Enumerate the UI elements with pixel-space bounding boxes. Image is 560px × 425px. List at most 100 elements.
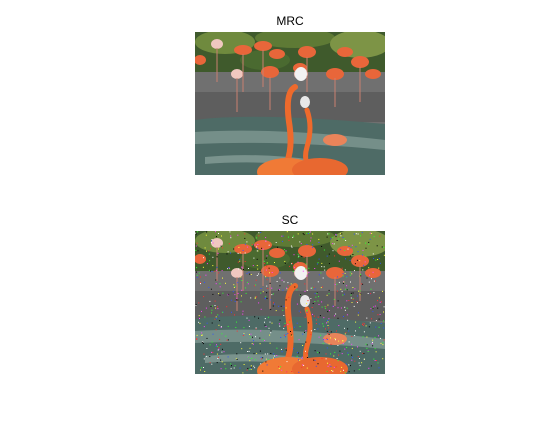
noise-pixel	[288, 236, 289, 238]
noise-pixel	[346, 314, 348, 316]
noise-pixel	[244, 243, 246, 245]
noise-pixel	[281, 351, 283, 353]
noise-pixel	[379, 313, 381, 315]
noise-pixel	[312, 244, 314, 246]
noise-pixel	[290, 245, 292, 247]
noise-pixel	[281, 279, 283, 281]
noise-pixel	[294, 266, 295, 268]
noise-pixel	[298, 310, 300, 312]
noise-pixel	[289, 321, 291, 323]
noise-pixel	[363, 358, 365, 360]
noise-pixel	[372, 307, 374, 309]
noise-pixel	[335, 236, 337, 238]
noise-pixel	[215, 316, 217, 318]
noise-pixel	[285, 333, 287, 335]
noise-pixel	[318, 296, 319, 298]
noise-pixel	[347, 319, 349, 321]
noise-pixel	[372, 345, 374, 347]
noise-pixel	[246, 317, 248, 319]
noise-pixel	[206, 322, 208, 324]
noise-pixel	[206, 263, 208, 265]
noise-pixel	[227, 325, 229, 327]
noise-pixel	[257, 247, 259, 249]
noise-pixel	[342, 340, 344, 342]
noise-pixel	[265, 269, 267, 271]
noise-pixel	[260, 330, 262, 332]
noise-pixel	[325, 328, 326, 330]
noise-pixel	[245, 292, 247, 294]
noise-pixel	[276, 355, 278, 356]
noise-pixel	[341, 366, 343, 368]
noise-pixel	[278, 366, 279, 368]
noise-pixel	[267, 287, 269, 289]
noise-pixel	[338, 238, 340, 240]
noise-pixel	[357, 233, 359, 235]
noise-pixel	[195, 304, 197, 306]
noise-pixel	[373, 306, 375, 308]
noise-pixel	[359, 350, 361, 352]
noise-pixel	[306, 357, 308, 358]
noise-pixel	[210, 242, 212, 244]
noise-pixel	[237, 299, 239, 301]
noise-pixel	[321, 301, 323, 303]
noise-pixel	[222, 311, 224, 313]
noise-pixel	[298, 339, 300, 341]
noise-pixel	[341, 353, 343, 355]
noise-pixel	[326, 322, 327, 324]
noise-pixel	[211, 305, 213, 307]
noise-pixel	[215, 307, 217, 309]
noise-pixel	[293, 235, 294, 237]
noise-pixel	[357, 356, 359, 358]
noise-pixel	[323, 317, 325, 319]
noise-pixel	[249, 368, 251, 370]
noise-pixel	[306, 289, 308, 291]
noise-pixel	[199, 282, 201, 283]
noise-pixel	[318, 336, 320, 338]
noise-pixel	[382, 342, 384, 344]
noise-pixel	[255, 359, 257, 361]
noise-pixel	[328, 263, 330, 265]
noise-pixel	[373, 280, 375, 282]
noise-pixel	[321, 266, 323, 268]
noise-pixel	[230, 235, 232, 237]
noise-pixel	[293, 254, 295, 256]
noise-pixel	[254, 285, 256, 287]
noise-pixel	[210, 270, 211, 272]
noise-pixel	[361, 232, 363, 234]
noise-pixel	[322, 277, 324, 279]
noise-pixel	[383, 339, 385, 341]
noise-pixel	[234, 365, 236, 367]
noise-pixel	[374, 337, 376, 338]
noise-pixel	[338, 354, 340, 356]
noise-pixel	[334, 255, 336, 257]
noise-pixel	[225, 282, 226, 284]
noise-pixel	[259, 350, 261, 352]
noise-pixel	[317, 351, 319, 353]
noise-pixel	[326, 330, 328, 332]
noise-pixel	[203, 353, 205, 355]
noise-pixel	[355, 330, 356, 332]
noise-pixel	[285, 250, 287, 252]
noise-pixel	[220, 326, 222, 328]
noise-pixel	[301, 356, 303, 358]
noise-pixel	[330, 238, 332, 240]
noise-pixel	[205, 307, 207, 309]
noise-pixel	[368, 281, 370, 283]
noise-pixel	[214, 318, 216, 320]
noise-pixel	[255, 279, 257, 281]
noise-pixel	[248, 319, 250, 321]
noise-pixel	[378, 268, 380, 270]
noise-pixel	[363, 331, 365, 333]
noise-pixel	[345, 363, 347, 365]
noise-pixel	[274, 355, 276, 357]
noise-pixel	[219, 294, 221, 296]
noise-pixel	[249, 273, 251, 275]
noise-pixel	[198, 272, 200, 274]
noise-pixel	[297, 253, 299, 255]
noise-pixel	[335, 313, 337, 315]
noise-pixel	[203, 343, 204, 345]
noise-pixel	[210, 305, 212, 307]
noise-pixel	[326, 347, 328, 349]
noise-pixel	[321, 286, 323, 288]
noise-pixel	[319, 352, 320, 354]
